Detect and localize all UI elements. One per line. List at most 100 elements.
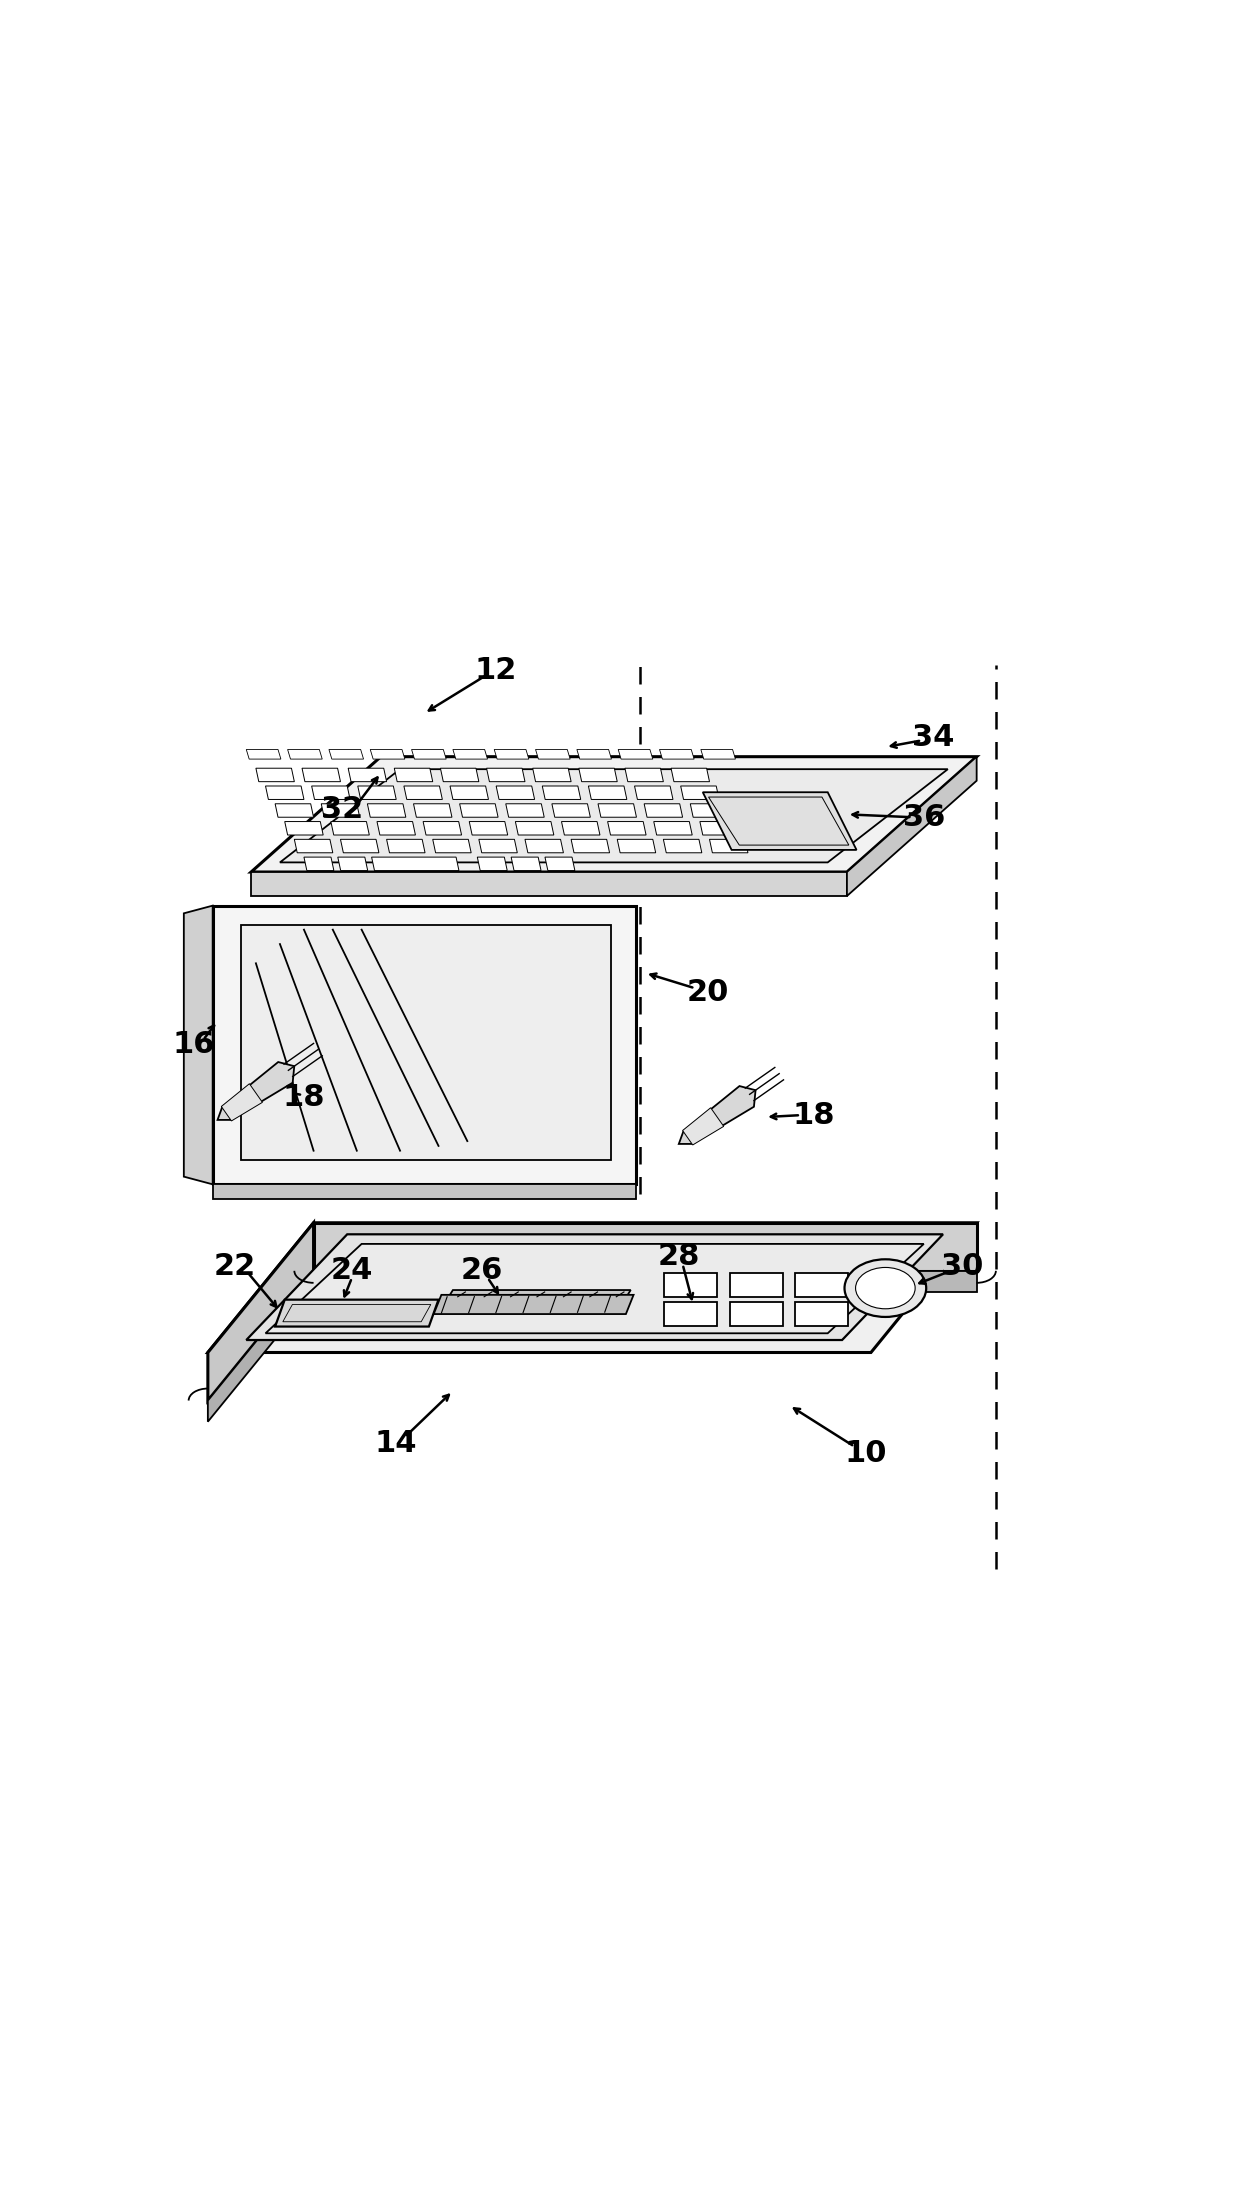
Polygon shape — [423, 821, 461, 834]
Polygon shape — [699, 821, 738, 834]
Text: 14: 14 — [374, 1429, 417, 1458]
Text: 12: 12 — [475, 655, 517, 686]
Polygon shape — [542, 785, 580, 799]
Polygon shape — [213, 1183, 635, 1199]
Ellipse shape — [844, 1259, 926, 1316]
Polygon shape — [247, 750, 281, 759]
Polygon shape — [496, 785, 534, 799]
Polygon shape — [440, 768, 479, 781]
Text: 22: 22 — [213, 1252, 255, 1281]
Text: 20: 20 — [687, 978, 729, 1006]
Polygon shape — [625, 768, 663, 781]
Polygon shape — [511, 856, 541, 872]
Polygon shape — [682, 1108, 724, 1146]
Polygon shape — [678, 1086, 755, 1144]
Polygon shape — [681, 785, 719, 799]
Polygon shape — [412, 750, 446, 759]
Polygon shape — [572, 838, 610, 854]
Polygon shape — [653, 821, 692, 834]
Polygon shape — [275, 803, 314, 816]
Polygon shape — [208, 1272, 314, 1422]
Polygon shape — [367, 803, 405, 816]
Polygon shape — [250, 757, 977, 872]
Polygon shape — [280, 770, 947, 863]
Polygon shape — [729, 1272, 782, 1296]
Polygon shape — [495, 750, 528, 759]
Text: 18: 18 — [283, 1084, 325, 1113]
Polygon shape — [394, 768, 433, 781]
Polygon shape — [562, 821, 600, 834]
Polygon shape — [303, 768, 341, 781]
Polygon shape — [701, 750, 735, 759]
Polygon shape — [413, 803, 451, 816]
Polygon shape — [577, 750, 611, 759]
Polygon shape — [608, 821, 646, 834]
Polygon shape — [448, 1290, 631, 1298]
Polygon shape — [660, 750, 694, 759]
Polygon shape — [242, 925, 611, 1161]
Polygon shape — [329, 750, 363, 759]
Polygon shape — [536, 750, 570, 759]
Polygon shape — [709, 838, 748, 854]
Polygon shape — [387, 838, 425, 854]
Polygon shape — [358, 785, 397, 799]
Polygon shape — [544, 856, 575, 872]
Polygon shape — [314, 1223, 977, 1272]
Polygon shape — [337, 856, 368, 872]
Polygon shape — [213, 905, 635, 1183]
Polygon shape — [314, 1272, 977, 1292]
Polygon shape — [708, 796, 849, 845]
Polygon shape — [795, 1272, 848, 1296]
Polygon shape — [469, 821, 507, 834]
Polygon shape — [663, 838, 702, 854]
Polygon shape — [377, 821, 415, 834]
Polygon shape — [265, 785, 304, 799]
Polygon shape — [184, 905, 213, 1183]
Text: 10: 10 — [844, 1440, 888, 1469]
Ellipse shape — [856, 1267, 915, 1310]
Polygon shape — [665, 1301, 717, 1325]
Polygon shape — [703, 792, 857, 849]
Polygon shape — [265, 1243, 924, 1334]
Polygon shape — [404, 785, 443, 799]
Polygon shape — [208, 1223, 314, 1400]
Text: 36: 36 — [903, 803, 945, 832]
Text: 18: 18 — [792, 1102, 835, 1130]
Polygon shape — [331, 821, 370, 834]
Polygon shape — [729, 1301, 782, 1325]
Polygon shape — [348, 768, 387, 781]
Polygon shape — [460, 803, 498, 816]
Text: 26: 26 — [460, 1256, 503, 1285]
Polygon shape — [847, 757, 977, 896]
Polygon shape — [795, 1301, 848, 1325]
Polygon shape — [644, 803, 682, 816]
Text: 34: 34 — [913, 723, 955, 752]
Text: 24: 24 — [331, 1256, 373, 1285]
Polygon shape — [285, 821, 324, 834]
Polygon shape — [208, 1223, 977, 1352]
Polygon shape — [533, 768, 572, 781]
Polygon shape — [552, 803, 590, 816]
Polygon shape — [506, 803, 544, 816]
Polygon shape — [275, 1301, 439, 1327]
Polygon shape — [250, 872, 847, 896]
Polygon shape — [453, 750, 487, 759]
Text: 30: 30 — [941, 1252, 983, 1281]
Polygon shape — [671, 768, 709, 781]
Polygon shape — [598, 803, 636, 816]
Polygon shape — [635, 785, 673, 799]
Polygon shape — [247, 1234, 942, 1340]
Polygon shape — [433, 838, 471, 854]
Polygon shape — [618, 838, 656, 854]
Polygon shape — [221, 1084, 263, 1121]
Polygon shape — [450, 785, 489, 799]
Polygon shape — [579, 768, 618, 781]
Polygon shape — [589, 785, 627, 799]
Text: 32: 32 — [321, 794, 363, 825]
Polygon shape — [372, 856, 459, 872]
Polygon shape — [304, 856, 334, 872]
Polygon shape — [341, 838, 379, 854]
Polygon shape — [217, 1062, 294, 1119]
Polygon shape — [434, 1294, 634, 1314]
Polygon shape — [691, 803, 729, 816]
